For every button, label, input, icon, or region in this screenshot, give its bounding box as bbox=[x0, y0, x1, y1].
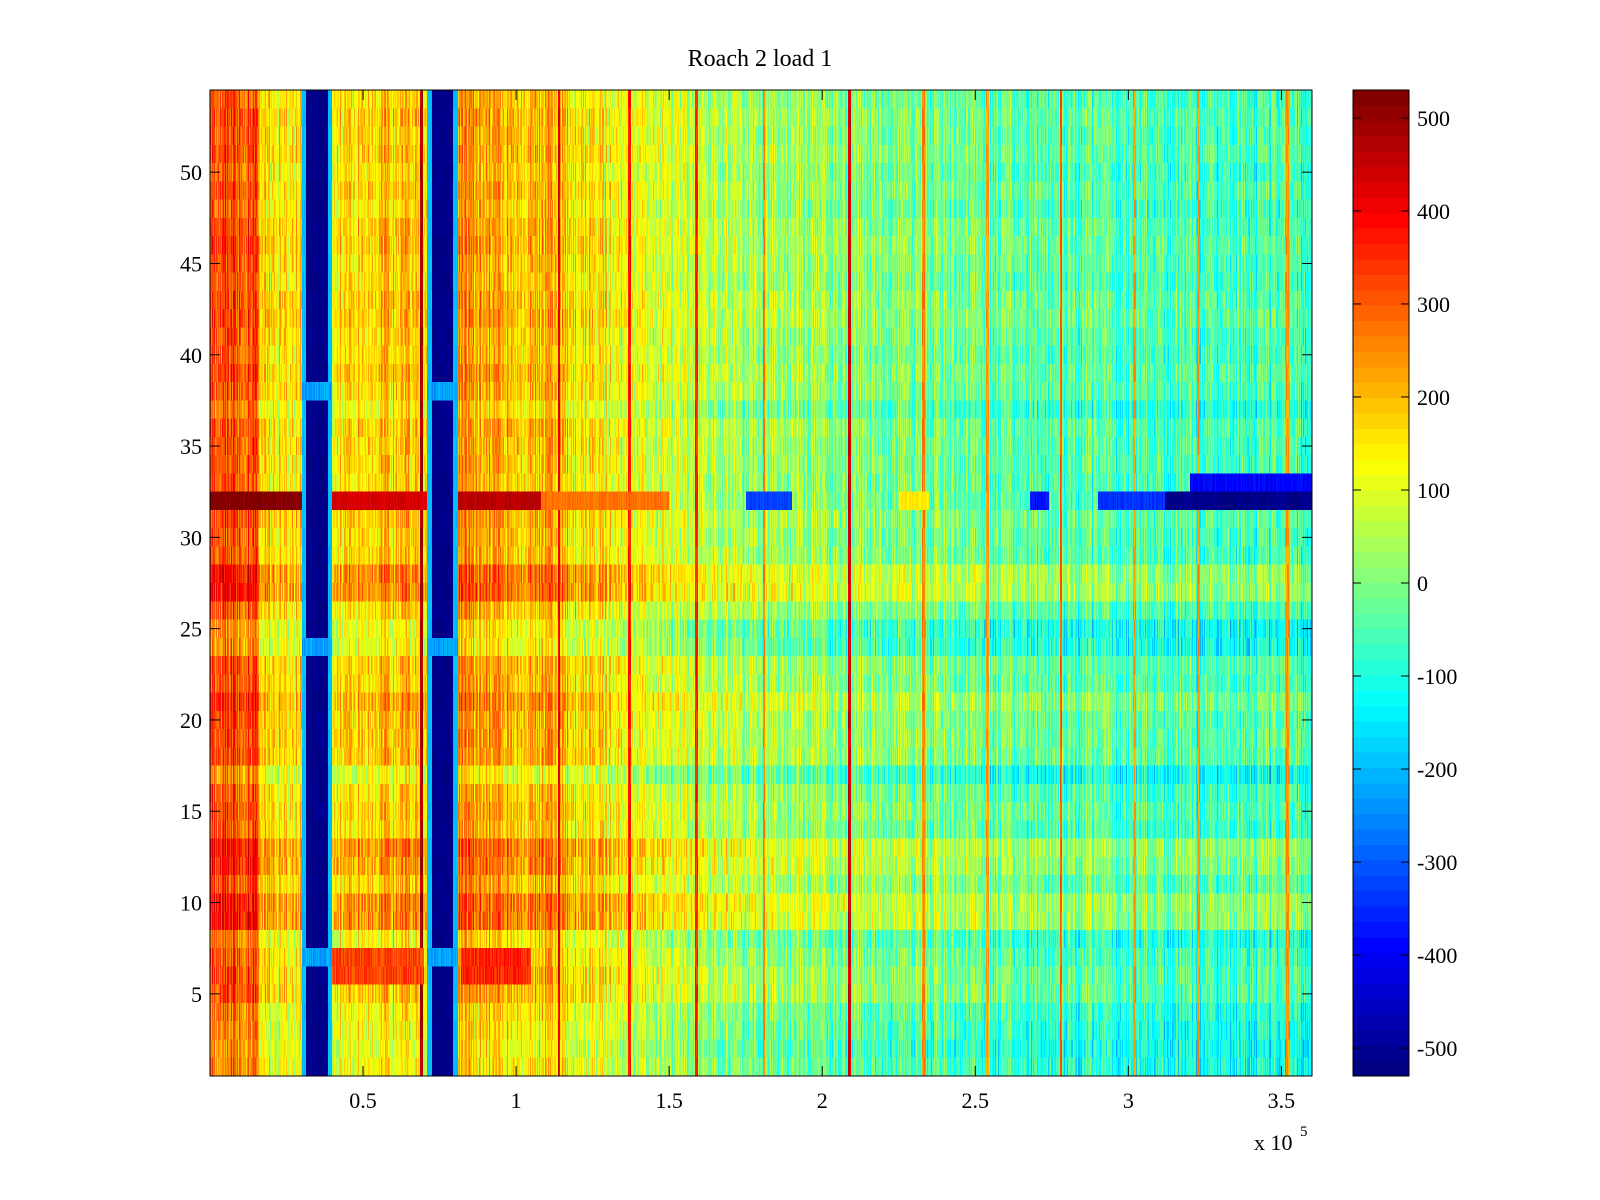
y-tick-label: 25 bbox=[180, 617, 202, 642]
x-tick-label: 2.5 bbox=[962, 1088, 990, 1113]
colorbar-tick-label: -500 bbox=[1417, 1036, 1457, 1061]
colorbar-tick-label: 0 bbox=[1417, 571, 1428, 596]
x-tick-label: 3 bbox=[1123, 1088, 1134, 1113]
x-axis: 0.5 1 1.5 2 2.5 3 3.5 bbox=[349, 90, 1295, 1113]
x-axis-exponent: x 10 5 bbox=[1254, 1124, 1308, 1155]
y-tick-label: 20 bbox=[180, 708, 202, 733]
plot-frame bbox=[209, 89, 1313, 1077]
colorbar-tick-label: -300 bbox=[1417, 850, 1457, 875]
x-exponent-base: x 10 bbox=[1254, 1130, 1293, 1155]
colorbar-tick-label: -100 bbox=[1417, 664, 1457, 689]
x-exponent-power: 5 bbox=[1300, 1124, 1308, 1140]
y-tick-label: 50 bbox=[180, 160, 202, 185]
y-tick-label: 5 bbox=[191, 982, 202, 1007]
y-tick-label: 30 bbox=[180, 525, 202, 550]
x-tick-label: 1.5 bbox=[655, 1088, 683, 1113]
x-tick-label: 3.5 bbox=[1268, 1088, 1296, 1113]
x-tick-label: 1 bbox=[511, 1088, 522, 1113]
heatmap-plot-area bbox=[210, 90, 1312, 1076]
colorbar: 500 400 300 200 100 0 -100 -200 -300 -400 -500 bbox=[1352, 89, 1457, 1077]
colorbar-tick-label: -200 bbox=[1417, 757, 1457, 782]
x-tick-label: 2 bbox=[817, 1088, 828, 1113]
y-tick-label: 40 bbox=[180, 343, 202, 368]
colorbar-ticks: 500 400 300 200 100 0 -100 -200 -300 -400 -500 bbox=[1353, 106, 1457, 1061]
colorbar-tick-label: 200 bbox=[1417, 385, 1450, 410]
colorbar-tick-label: 500 bbox=[1417, 106, 1450, 131]
colorbar-tick-label: 400 bbox=[1417, 199, 1450, 224]
colorbar-tick-label: -400 bbox=[1417, 943, 1457, 968]
colorbar-image bbox=[1353, 90, 1409, 1076]
y-tick-label: 15 bbox=[180, 799, 202, 824]
colorbar-tick-label: 100 bbox=[1417, 478, 1450, 503]
chart-title: Roach 2 load 1 bbox=[688, 46, 833, 72]
colorbar-tick-label: 300 bbox=[1417, 292, 1450, 317]
y-axis: 5 10 15 20 25 30 35 40 45 50 bbox=[180, 160, 1312, 1007]
y-tick-label: 45 bbox=[180, 251, 202, 276]
heatmap-image bbox=[210, 90, 1312, 1076]
y-tick-label: 35 bbox=[180, 434, 202, 459]
y-tick-label: 10 bbox=[180, 891, 202, 916]
x-tick-label: 0.5 bbox=[349, 1088, 377, 1113]
